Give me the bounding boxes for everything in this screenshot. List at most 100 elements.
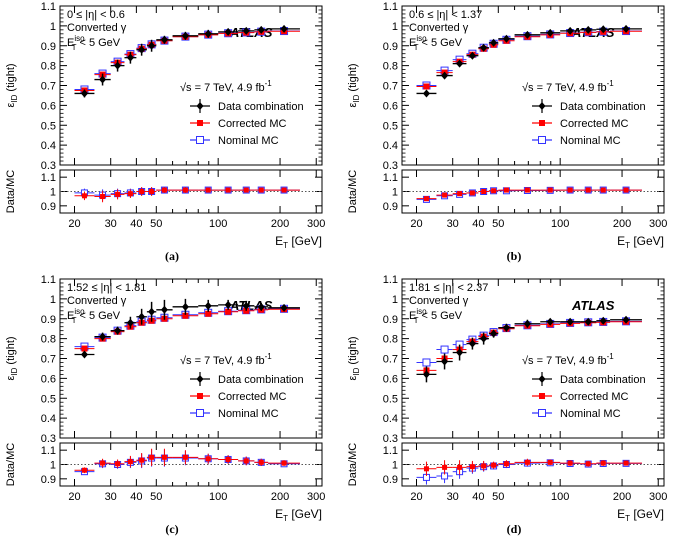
ratio-corrected-point — [139, 457, 145, 463]
legend-label: Data combination — [560, 101, 646, 113]
ratio-corrected-point — [81, 193, 87, 199]
data-point — [441, 71, 449, 80]
legend-marker-nominal — [196, 136, 204, 144]
ratio-corrected-point — [423, 196, 429, 202]
data-point — [224, 27, 232, 36]
ratio-axis-title: Data/MC — [347, 170, 359, 213]
ratio-corrected-point — [205, 187, 211, 193]
isolation-symbol: E — [67, 37, 74, 49]
ratio-y-tick-label: 1.1 — [41, 172, 56, 184]
energy-lumi-superscript: -1 — [607, 352, 615, 361]
y-axis-title-suffix: (tight) — [5, 336, 17, 367]
corrected-mc-point — [81, 345, 88, 352]
ratio-corrected-point — [225, 456, 231, 462]
ratio-corrected-point — [457, 191, 463, 197]
ratio-y-tick-label: 1 — [392, 460, 398, 472]
x-tick-label: 100 — [551, 491, 569, 503]
data-point — [622, 24, 630, 33]
x-tick-label: 300 — [307, 491, 325, 503]
y-tick-label: 0.5 — [383, 393, 398, 405]
ratio-corrected-point — [149, 454, 155, 460]
ratio-corrected-point — [600, 460, 606, 466]
ratio-corrected-point — [243, 187, 249, 193]
isolation-superscript: iso — [74, 34, 85, 43]
ratio-corrected-point — [442, 464, 448, 470]
ratio-corrected-point — [585, 187, 591, 193]
y-tick-label: 0.7 — [383, 354, 398, 366]
y-tick-label: 1 — [50, 294, 56, 306]
y-axis-title-symbol: ε — [5, 103, 17, 108]
data-point — [584, 25, 592, 34]
x-tick-label: 30 — [105, 491, 117, 503]
eta-region-label: 0 ≤ |η| < 0.6 — [67, 9, 125, 21]
panel-b: 0.3 0.4 0.5 0.6 0.7 0.8 0.9 1 1.1 0.9 1 1.1 20 30 40 50… — [347, 1, 667, 263]
isolation-cut: < 5 GeV — [421, 37, 462, 49]
x-axis-title-subscript: T — [625, 514, 630, 523]
ratio-y-tick-label: 0.9 — [383, 474, 398, 486]
y-tick-label: 0.4 — [383, 413, 398, 425]
legend-marker-data — [538, 102, 546, 110]
data-point — [280, 303, 288, 312]
data-point — [584, 317, 592, 326]
ratio-corrected-point — [442, 192, 448, 198]
y-tick-label: 0.6 — [41, 373, 56, 385]
subfigure-label: (c) — [165, 522, 178, 536]
x-axis-title-symbol: E — [275, 234, 283, 248]
y-tick-label: 0.9 — [41, 314, 56, 326]
isolation-subscript: T — [414, 316, 419, 325]
isolation-subscript: T — [414, 43, 419, 52]
x-tick-label: 30 — [447, 491, 459, 503]
ratio-corrected-point — [491, 462, 497, 468]
ratio-axis-title: Data/MC — [5, 170, 17, 213]
x-axis-title-unit: [GeV] — [630, 234, 664, 248]
data-point — [502, 323, 510, 332]
legend-label: Nominal MC — [560, 135, 621, 147]
data-point — [181, 31, 189, 40]
x-tick-label: 20 — [410, 491, 422, 503]
y-axis-title: εID (tight) — [5, 336, 19, 380]
data-point — [441, 357, 449, 366]
ratio-corrected-point — [281, 460, 287, 466]
x-tick-label: 40 — [130, 218, 142, 230]
corrected-mc-point — [423, 83, 430, 90]
nominal-mc-point — [440, 345, 449, 354]
data-point — [422, 370, 430, 379]
x-axis-title-symbol: E — [617, 507, 625, 521]
ratio-corrected-point — [524, 459, 530, 465]
data-point — [224, 300, 232, 309]
subfigure-label: (a) — [165, 249, 179, 263]
ratio-corrected-point — [567, 187, 573, 193]
y-axis-title-subscript: ID — [352, 367, 361, 375]
panel-d: 0.3 0.4 0.5 0.6 0.7 0.8 0.9 1 1.1 0.9 1 1.1 20 30 40 50… — [347, 274, 667, 536]
data-point — [523, 30, 531, 39]
ratio-corrected-point — [547, 459, 553, 465]
data-point — [99, 75, 107, 84]
y-tick-label: 1 — [392, 294, 398, 306]
legend-label: Corrected MC — [218, 391, 287, 403]
energy-lumi-superscript: -1 — [265, 352, 273, 361]
y-tick-label: 0.3 — [383, 160, 398, 172]
x-tick-label: 50 — [150, 491, 162, 503]
isolation-cut: < 5 GeV — [421, 310, 462, 322]
y-tick-label: 0.5 — [383, 120, 398, 132]
x-tick-label: 300 — [649, 491, 667, 503]
y-tick-label: 0.3 — [41, 433, 56, 445]
x-axis-title-symbol: E — [617, 234, 625, 248]
x-tick-label: 200 — [271, 491, 289, 503]
ratio-corrected-point — [182, 187, 188, 193]
isolation-symbol: E — [409, 37, 416, 49]
isolation-label: Eiso T < 5 GeV — [409, 307, 463, 325]
y-tick-label: 0.5 — [41, 393, 56, 405]
corrected-mc-point — [225, 308, 232, 315]
ratio-corrected-point — [585, 461, 591, 467]
x-tick-label: 50 — [492, 218, 504, 230]
y-tick-label: 0.6 — [383, 100, 398, 112]
y-axis-title-suffix: (tight) — [5, 63, 17, 94]
y-axis-title-subscript: ID — [10, 94, 19, 102]
ratio-y-tick-label: 0.9 — [41, 201, 56, 213]
x-tick-label: 200 — [613, 491, 631, 503]
energy-lumi-superscript: -1 — [607, 79, 615, 88]
corrected-mc-point — [182, 312, 189, 319]
y-tick-label: 1.1 — [383, 1, 398, 13]
x-tick-label: 300 — [307, 218, 325, 230]
